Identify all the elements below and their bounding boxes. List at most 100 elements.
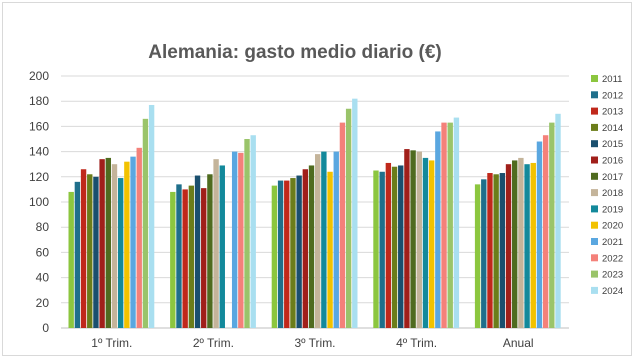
bar-2018-4 [416, 151, 422, 328]
legend-label-2018: 2018 [602, 188, 623, 199]
bar-2017-3 [308, 165, 315, 328]
bar-2022-2 [238, 152, 244, 328]
y-tick-label: 140 [29, 145, 49, 159]
y-tick-label: 60 [36, 245, 50, 259]
legend-label-2016: 2016 [602, 156, 623, 167]
bar-2023-3 [345, 108, 352, 328]
bar-2023-5 [549, 122, 555, 329]
x-tick-label: 2º Trim. [193, 336, 234, 350]
chart-title: Alemania: gasto medio diario (€) [148, 42, 442, 63]
bar-2024-3 [352, 98, 358, 329]
x-tick-label: 3º Trim. [294, 336, 335, 350]
legend-label-2022: 2022 [602, 253, 623, 264]
chart-frame: Alemania: gasto medio diario (€) 0 20 40 60… [2, 2, 632, 356]
bar-2022-5 [542, 135, 549, 328]
bar-2013-1 [80, 169, 87, 328]
legend-label-2017: 2017 [602, 172, 623, 183]
bar-2015-1 [93, 176, 99, 328]
bar-2017-1 [105, 157, 111, 328]
y-tick-label: 120 [29, 170, 49, 184]
bar-2019-5 [524, 164, 530, 328]
bar-2019-3 [321, 151, 327, 328]
bar-2014-5 [493, 174, 499, 328]
legend-label-2014: 2014 [602, 123, 623, 134]
bar-2022-3 [339, 122, 346, 329]
bar-2016-2 [201, 188, 207, 328]
y-tick-label: 80 [36, 220, 50, 234]
bar-2015-2 [194, 175, 201, 328]
bar-2022-4 [441, 122, 447, 329]
legend-swatch-2022 [591, 254, 598, 262]
bar-2015-3 [296, 175, 302, 328]
legend-swatch-2018 [591, 189, 598, 197]
bar-2024-4 [453, 117, 460, 328]
legend-label-2019: 2019 [602, 204, 623, 215]
bar-2018-3 [315, 154, 321, 328]
legend-label-2013: 2013 [602, 107, 623, 118]
bar-2020-3 [327, 171, 333, 328]
legend-label-2024: 2024 [602, 286, 623, 297]
bar-2012-3 [277, 180, 284, 328]
legend-swatch-2020 [591, 221, 598, 229]
bars [68, 98, 561, 329]
bar-2017-4 [410, 150, 416, 328]
bar-2012-4 [379, 171, 385, 328]
bar-2021-5 [536, 141, 543, 328]
bar-2024-2 [250, 135, 256, 328]
legend-label-2011: 2011 [602, 74, 622, 85]
bar-2019-1 [117, 178, 124, 328]
y-tick-label: 0 [42, 321, 49, 335]
bar-2021-4 [435, 131, 441, 328]
y-tick-label: 160 [29, 119, 49, 133]
legend-swatch-2019 [591, 205, 598, 213]
bar-2016-1 [99, 159, 105, 328]
bar-2022-1 [136, 147, 142, 328]
legend-swatch-2013 [591, 107, 598, 115]
bar-2020-5 [530, 162, 536, 328]
bar-2011-5 [474, 184, 481, 328]
legend-swatch-2016 [591, 156, 598, 164]
bar-2014-2 [188, 185, 195, 328]
y-tick-label: 20 [36, 296, 50, 310]
bar-2013-2 [182, 189, 188, 328]
bar-2012-5 [481, 179, 487, 328]
bar-2016-4 [404, 149, 410, 328]
bar-2024-5 [555, 113, 561, 328]
bar-2011-4 [373, 170, 379, 328]
bar-2016-3 [302, 169, 309, 328]
chart-svg: Alemania: gasto medio diario (€) 0 20 40 60… [29, 42, 623, 350]
bar-2020-1 [124, 161, 130, 328]
bar-2014-1 [87, 174, 93, 328]
legend-label-2020: 2020 [602, 221, 623, 232]
legend-label-2012: 2012 [602, 90, 623, 101]
x-axis-ticks: 1º Trim. 2º Trim. 3º Trim. 4º Trim. Anual [91, 336, 533, 350]
legend-swatch-2017 [591, 172, 598, 180]
legend-label-2021: 2021 [602, 237, 623, 248]
legend-swatch-2023 [591, 270, 598, 278]
bar-2013-5 [487, 173, 493, 328]
bar-2011-3 [271, 185, 278, 328]
bar-2021-2 [231, 151, 238, 328]
bar-2016-5 [505, 164, 512, 328]
y-tick-label: 200 [29, 69, 49, 83]
bar-2012-2 [176, 184, 182, 328]
x-tick-label: Anual [503, 336, 534, 350]
bar-2011-1 [68, 191, 74, 328]
bar-2014-4 [391, 166, 398, 328]
y-tick-label: 100 [29, 195, 49, 209]
bar-2020-4 [428, 160, 435, 328]
bar-2019-2 [219, 165, 225, 328]
bar-2023-1 [142, 118, 149, 328]
legend-swatch-2012 [591, 91, 598, 99]
legend-swatch-2015 [591, 140, 598, 148]
bar-2021-1 [130, 156, 136, 328]
bar-2017-2 [207, 174, 213, 328]
x-tick-label: 4º Trim. [396, 336, 437, 350]
y-tick-label: 180 [29, 94, 49, 108]
y-axis-ticks: 0 20 40 60 80 100 120 140 160 180 200 [29, 69, 49, 335]
legend-label-2023: 2023 [602, 270, 623, 281]
bar-2014-3 [290, 178, 296, 328]
bar-2015-5 [499, 173, 506, 328]
legend-swatch-2011 [591, 75, 598, 82]
bar-2013-4 [385, 162, 392, 328]
